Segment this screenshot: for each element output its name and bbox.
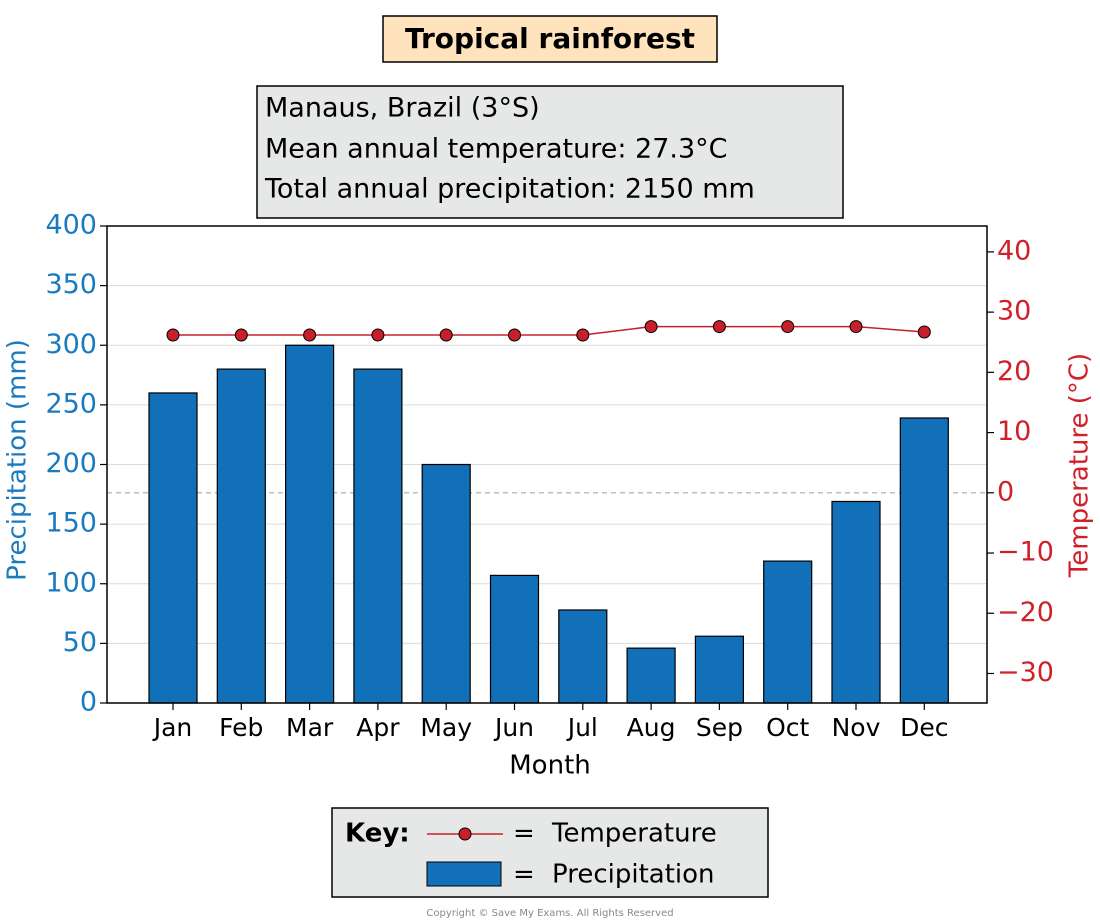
bar xyxy=(148,392,198,704)
x-tick-label: Aug xyxy=(627,713,676,742)
legend-label: Temperature xyxy=(551,819,717,849)
bar xyxy=(353,368,403,704)
legend-separator: = xyxy=(513,860,535,890)
info-line: Manaus, Brazil (3°S) xyxy=(265,93,540,124)
y2-tick-label: −10 xyxy=(997,537,1054,568)
legend-marker-swatch xyxy=(458,827,472,841)
x-tick-label: Nov xyxy=(832,713,881,742)
info-line: Mean annual temperature: 27.3°C xyxy=(265,134,728,165)
point xyxy=(781,320,795,334)
plot-frame xyxy=(106,225,988,704)
info-box xyxy=(256,85,844,219)
y-tick-label: 200 xyxy=(45,448,97,479)
point xyxy=(371,328,385,342)
y2-tick-label: 30 xyxy=(997,296,1031,327)
x-tick-label: May xyxy=(420,713,472,742)
chart-title: Tropical rainforest xyxy=(405,22,695,55)
legend-label: Precipitation xyxy=(552,860,715,890)
bar xyxy=(831,500,881,704)
x-tick-label: Apr xyxy=(356,713,400,742)
x-tick-label: Mar xyxy=(286,713,334,742)
y2-tick-label: 10 xyxy=(997,416,1031,447)
y2-tick-label: −20 xyxy=(997,597,1054,628)
y2-tick-label: −30 xyxy=(997,657,1054,688)
x-tick-label: Jul xyxy=(566,713,598,742)
copyright: Copyright © Save My Exams. All Rights Re… xyxy=(426,908,673,919)
bar xyxy=(489,574,540,704)
legend-bar-swatch xyxy=(426,861,502,887)
point xyxy=(439,328,453,342)
y2-axis-label: Temperature (°C) xyxy=(1065,353,1095,578)
y-tick-label: 100 xyxy=(45,567,97,598)
point xyxy=(166,328,180,342)
y-tick-label: 300 xyxy=(45,329,97,360)
x-tick-label: Jan xyxy=(152,713,193,742)
legend-separator: = xyxy=(513,819,535,849)
x-tick-label: Feb xyxy=(219,713,263,742)
bar xyxy=(763,560,813,704)
bar xyxy=(216,368,266,704)
y-tick-label: 50 xyxy=(63,627,97,658)
point xyxy=(303,328,317,342)
y2-tick-label: 0 xyxy=(997,476,1014,507)
bar xyxy=(899,417,949,704)
x-tick-label: Jun xyxy=(493,713,534,742)
x-tick-label: Dec xyxy=(900,713,948,742)
info-line: Total annual precipitation: 2150 mm xyxy=(264,174,755,205)
bar xyxy=(558,609,608,704)
y-tick-label: 150 xyxy=(45,508,97,539)
bar xyxy=(285,344,335,704)
legend-box xyxy=(331,807,769,898)
legend-title: Key: xyxy=(345,819,410,849)
y2-tick-label: 20 xyxy=(997,356,1031,387)
title-box xyxy=(382,15,718,63)
y-tick-label: 250 xyxy=(45,388,97,419)
line xyxy=(173,325,925,336)
bar xyxy=(626,647,676,704)
point xyxy=(234,328,248,342)
bar xyxy=(694,635,745,704)
x-tick-label: Oct xyxy=(766,713,809,742)
point xyxy=(576,328,590,342)
y-tick-label: 0 xyxy=(80,687,97,718)
point xyxy=(712,320,726,334)
point xyxy=(849,320,863,334)
x-axis-label: Month xyxy=(509,751,591,781)
y2-tick-label: 40 xyxy=(997,235,1031,266)
y-tick-label: 400 xyxy=(45,210,97,241)
point xyxy=(508,328,521,342)
bar xyxy=(421,463,471,704)
point xyxy=(917,325,931,339)
y-tick-label: 350 xyxy=(45,269,97,300)
point xyxy=(644,320,658,334)
x-tick-label: Sep xyxy=(696,713,743,742)
y-axis-label: Precipitation (mm) xyxy=(3,339,33,581)
